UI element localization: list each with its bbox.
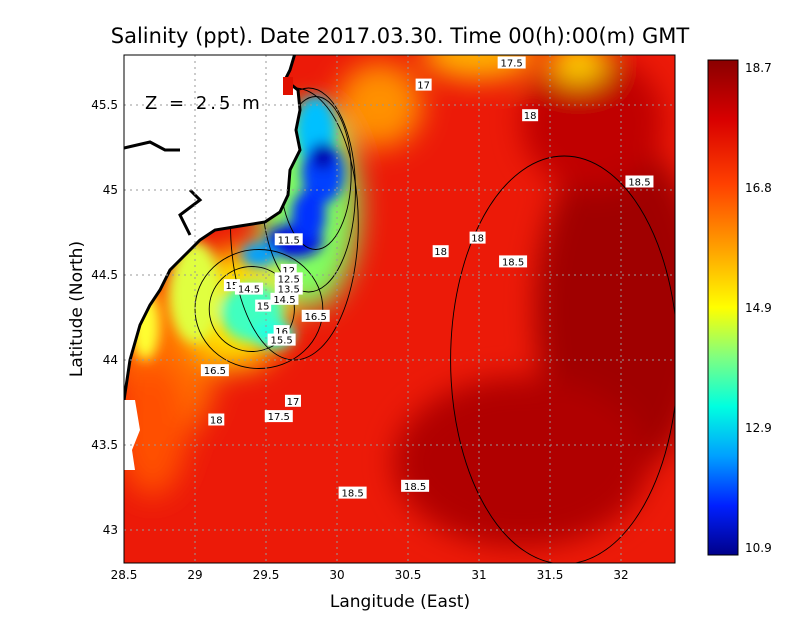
- x-tick-label: 29: [187, 568, 202, 582]
- contour-label-bg: [401, 479, 430, 492]
- colorbar-tick-label: 14.9: [745, 301, 772, 315]
- colorbar-tick-label: 16.8: [745, 181, 772, 195]
- contour-label-bg: [200, 364, 229, 377]
- y-tick-label: 43: [103, 523, 118, 537]
- contour-label: 18: [471, 234, 484, 245]
- field-region: [241, 242, 276, 267]
- contour-label-bg: [469, 231, 486, 244]
- contour-label: 15.5: [270, 336, 292, 347]
- contour-label: 13.5: [278, 285, 300, 296]
- contour-label: 11.5: [278, 235, 300, 246]
- contour-label: 18.5: [628, 178, 650, 189]
- contour-label-bg: [338, 486, 367, 499]
- depth-annotation: Z = 2.5 m: [145, 93, 263, 114]
- contour-label: 16: [275, 327, 288, 338]
- field-region: [291, 190, 326, 241]
- contour-line: [450, 155, 675, 563]
- contour-label: 14.5: [238, 285, 260, 296]
- plot-area: 17.5171818.5181818.511.51212.513.514.515…: [124, 55, 675, 563]
- contour-label: 12.5: [278, 274, 300, 285]
- contour-label: 17: [417, 81, 430, 92]
- field-region: [393, 377, 650, 547]
- contour-label-bg: [432, 245, 449, 258]
- field-region: [124, 360, 188, 496]
- x-tick-label: 30.5: [395, 568, 422, 582]
- contour-label: 18.5: [404, 482, 426, 493]
- contour-label: 18: [434, 247, 447, 258]
- chart-title: Salinity (ppt). Date 2017.03.30. Time 00…: [111, 24, 690, 48]
- contour-label: 17.5: [268, 412, 290, 423]
- contour-label-bg: [234, 282, 263, 295]
- y-tick-label: 45.5: [91, 98, 118, 112]
- colorbar-tick-label: 10.9: [745, 541, 772, 555]
- contour-label-bg: [274, 233, 303, 246]
- y-tick-label: 45: [103, 183, 118, 197]
- contour-line: [208, 266, 295, 352]
- x-axis-label: Langitude (East): [330, 592, 470, 612]
- contour-label: 17: [287, 397, 300, 408]
- contour-label-bg: [255, 299, 272, 312]
- contour-label: 17.5: [501, 59, 523, 70]
- contour-label: 18.5: [502, 257, 524, 268]
- contour-label: 18.5: [341, 489, 363, 500]
- contour-label-bg: [625, 175, 654, 188]
- contour-label: 16.5: [204, 366, 226, 377]
- contour-label-bg: [284, 394, 301, 407]
- field-region: [169, 241, 221, 343]
- field-region: [550, 55, 607, 83]
- colorbar-tick-label: 18.7: [745, 61, 772, 75]
- contour-label: 18: [524, 111, 537, 122]
- contour-label-bg: [264, 410, 293, 423]
- field-region: [337, 62, 423, 148]
- contour-label-bg: [499, 255, 528, 268]
- colorbar: [707, 59, 739, 556]
- x-tick-label: 29.5: [253, 568, 280, 582]
- contour-label: 15: [257, 302, 270, 313]
- x-tick-label: 31.5: [537, 568, 564, 582]
- contour-label: 15: [226, 281, 239, 292]
- contour-label-bg: [522, 109, 539, 122]
- x-tick-label: 31: [471, 568, 486, 582]
- land-mass: [124, 55, 302, 402]
- contour-label: 14.5: [273, 295, 295, 306]
- contour-label-bg: [274, 282, 303, 295]
- x-tick-label: 30: [329, 568, 344, 582]
- contour-label-bg: [267, 333, 296, 346]
- contour-label-bg: [274, 272, 303, 285]
- contour-label-bg: [270, 292, 299, 305]
- x-tick-label: 28.5: [111, 568, 138, 582]
- x-tick-label: 32: [613, 568, 628, 582]
- contour-label: 16.5: [305, 312, 327, 323]
- y-axis-label: Latitude (North): [67, 241, 87, 377]
- contour-label-bg: [497, 56, 526, 69]
- contour-label-bg: [415, 78, 432, 91]
- colorbar-tick-label: 12.9: [745, 421, 772, 435]
- contour-label: 18: [210, 416, 223, 427]
- field-region: [311, 142, 335, 170]
- y-tick-label: 44: [103, 353, 118, 367]
- contour-label-bg: [301, 309, 330, 322]
- y-tick-label: 44.5: [91, 268, 118, 282]
- contour-label: 12: [282, 266, 295, 277]
- y-tick-label: 43.5: [91, 438, 118, 452]
- contour-label-bg: [208, 413, 225, 426]
- plot-frame: [123, 54, 676, 564]
